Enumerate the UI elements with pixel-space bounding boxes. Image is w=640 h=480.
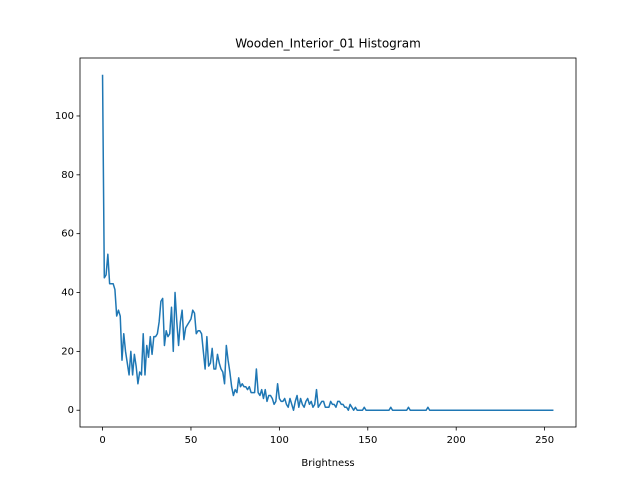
plot-frame	[79, 57, 577, 428]
x-tick-label: 250	[535, 435, 554, 446]
x-axis-label: Brightness	[301, 458, 354, 469]
x-tick-label: 150	[358, 435, 377, 446]
chart-title: Wooden_Interior_01 Histogram	[235, 37, 421, 51]
y-tick-label: 60	[61, 229, 74, 240]
y-tick-label: 0	[68, 405, 74, 416]
y-tick-label: 40	[61, 288, 74, 299]
data-line	[101, 74, 554, 411]
x-tick-label: 100	[270, 435, 289, 446]
x-tick-label: 200	[447, 435, 466, 446]
y-tick-label: 80	[61, 170, 74, 181]
y-tick-label: 20	[61, 346, 74, 357]
x-tick-label: 50	[185, 435, 198, 446]
x-tick-label: 0	[99, 435, 105, 446]
y-tick-label: 100	[55, 111, 74, 122]
